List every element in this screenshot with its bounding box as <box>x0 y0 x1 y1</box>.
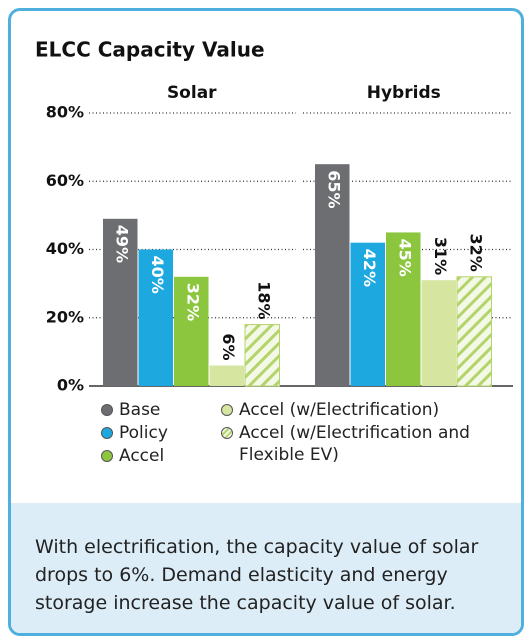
value-label: 32% <box>183 283 202 321</box>
legend-item: Accel (w/Electrification) <box>221 399 481 422</box>
bar <box>421 280 456 386</box>
chart-title: ELCC Capacity Value <box>35 38 265 62</box>
bar <box>386 232 421 386</box>
bar <box>244 324 280 387</box>
chart: ELCC Capacity Value 0% 20% 40% 60% 80% Solar 4… <box>35 38 513 395</box>
legend-label: Base <box>119 400 161 420</box>
legend-marker <box>221 404 233 416</box>
legend: Base Policy Accel Accel (w/Electrification)… <box>101 399 481 468</box>
value-label: 49% <box>112 225 131 263</box>
bar <box>350 242 385 386</box>
legend-marker <box>101 404 113 416</box>
legend-label: Accel <box>119 446 165 466</box>
y-tick-label: 80% <box>46 103 84 122</box>
bar <box>103 218 138 386</box>
bar <box>456 276 492 387</box>
legend-label: Policy <box>119 423 168 443</box>
bar <box>209 365 244 386</box>
legend-label: Accel (w/Electrification and Flexible EV… <box>239 423 470 465</box>
legend-marker <box>101 450 113 462</box>
y-tick-label: 40% <box>46 239 84 258</box>
value-label: 42% <box>360 249 379 287</box>
group-label: Solar <box>167 83 217 103</box>
value-label: 40% <box>148 256 167 294</box>
legend-item: Accel (w/Electrification and Flexible EV… <box>221 422 481 465</box>
bar <box>138 249 173 386</box>
y-tick-label: 20% <box>46 307 84 326</box>
legend-marker <box>101 427 113 439</box>
panel: ELCC Capacity Value 0% 20% 40% 60% 80% Solar 4… <box>8 8 524 636</box>
legend-item: Accel <box>101 445 221 468</box>
y-tick-label: 0% <box>57 376 84 395</box>
legend-label: Accel (w/Electrification) <box>239 400 440 420</box>
value-label: 65% <box>324 170 343 208</box>
value-label: 18% <box>254 281 273 319</box>
caption: With electrification, the capacity value… <box>35 536 479 614</box>
caption-box: With electrification, the capacity value… <box>11 503 521 633</box>
value-label: 31% <box>431 237 450 275</box>
value-label: 6% <box>219 333 238 360</box>
value-label: 45% <box>395 238 414 276</box>
bar <box>315 164 350 386</box>
value-label: 32% <box>466 234 485 272</box>
group-label: Hybrids <box>367 83 441 103</box>
legend-item: Base <box>101 399 221 422</box>
legend-marker <box>221 427 233 439</box>
bar <box>174 276 209 386</box>
legend-item: Policy <box>101 422 221 445</box>
y-tick-label: 60% <box>46 171 84 190</box>
